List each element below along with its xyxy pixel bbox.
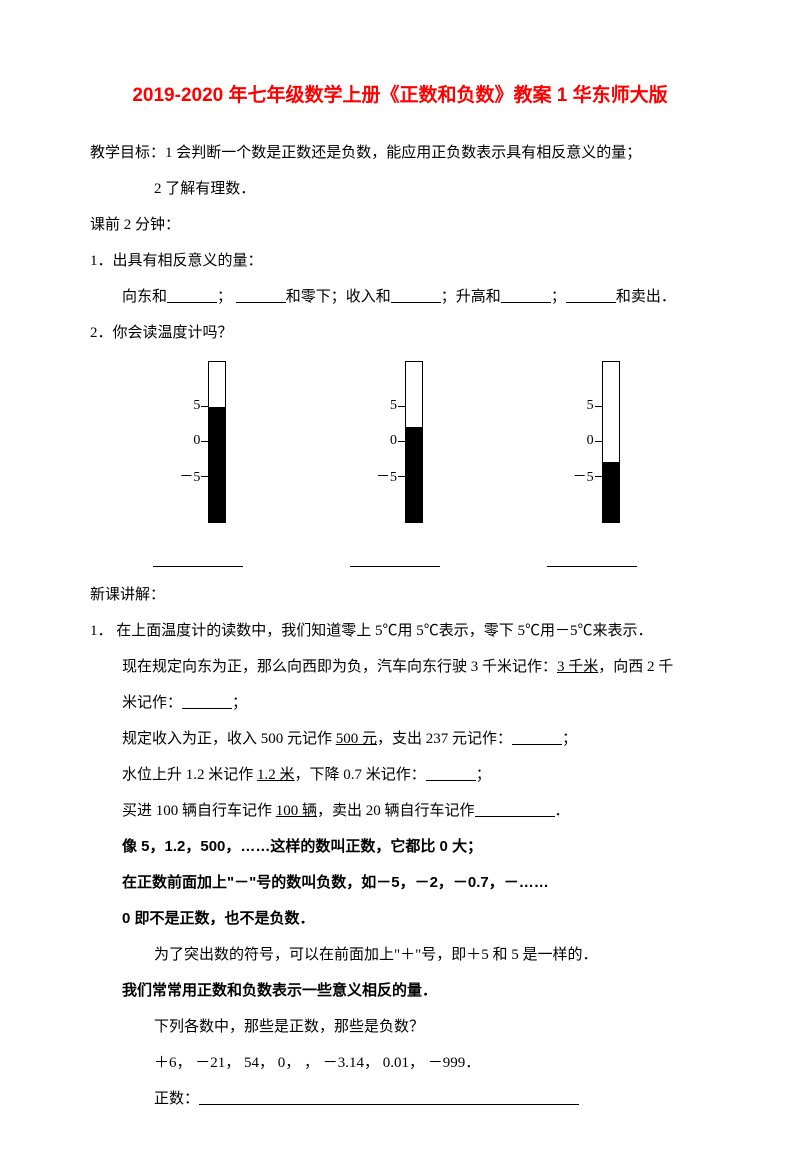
- s1l4c: ；: [562, 731, 577, 747]
- s1-line6: 买进 100 辆自行车记作 100 辆，卖出 20 辆自行车记作 ．: [90, 793, 710, 829]
- ex-pos-label: 正数：: [154, 1091, 199, 1107]
- thermometer-c: 5 0 －5: [547, 361, 637, 567]
- tick-label-0: 0: [390, 433, 397, 449]
- s1l5b: ，下降 0.7 米记作：: [295, 767, 426, 783]
- blank[interactable]: [236, 286, 286, 304]
- page-title: 2019-2020 年七年级数学上册《正数和负数》教案 1 华东师大版: [90, 80, 710, 107]
- tick: [201, 406, 208, 407]
- goal-line: 教学目标：1 会判断一个数是正数还是负数，能应用正负数表示具有相反意义的量；: [90, 135, 710, 171]
- thermo-fill: [406, 427, 422, 522]
- blank[interactable]: [199, 1087, 579, 1105]
- blank[interactable]: [350, 549, 440, 567]
- s1l3b: ；: [232, 695, 247, 711]
- ex-nums: ＋6， －21， 54， 0， ， －3.14， 0.01， －999．: [90, 1045, 710, 1081]
- def-negative: 在正数前面加上"－"号的数叫负数，如－5，－2，－0.7，－……: [90, 865, 710, 901]
- s1l5u: 1.2 米: [257, 767, 295, 783]
- s1-line3: 米记作： ；: [90, 685, 710, 721]
- tick: [201, 476, 208, 477]
- tick: [595, 406, 602, 407]
- blank[interactable]: [153, 549, 243, 567]
- s1l2a: 现在规定向东为正，那么向西即为负，汽车向东行驶 3 千米记作：: [122, 659, 557, 675]
- s1l4a: 规定收入为正，收入 500 元记作: [122, 731, 336, 747]
- thermometer-b: 5 0 －5: [350, 361, 440, 567]
- q1-a: 向东和: [122, 289, 167, 305]
- goal-label: 教学目标：: [90, 145, 165, 161]
- thermo-tube: [405, 361, 423, 523]
- tick-label-5: 5: [193, 398, 200, 414]
- q1-body: 向东和 ； 和零下；收入和 ；升高和 ； 和卖出．: [90, 279, 710, 315]
- s1l4b: ，支出 237 元记作：: [377, 731, 512, 747]
- s1-num: 1．: [90, 623, 113, 639]
- q1-f: 和卖出．: [616, 289, 676, 305]
- blank[interactable]: [167, 286, 217, 304]
- newlesson-label: 新课讲解：: [90, 577, 710, 613]
- tick-label-m5: －5: [376, 466, 397, 486]
- def-positive: 像 5，1.2，500，……这样的数叫正数，它都比 0 大；: [90, 829, 710, 865]
- blank[interactable]: [501, 286, 551, 304]
- tick-label-5: 5: [587, 398, 594, 414]
- blank[interactable]: [426, 763, 476, 781]
- blank[interactable]: [547, 549, 637, 567]
- s1l6a: 买进 100 辆自行车记作: [122, 803, 276, 819]
- q1-c: 和零下；收入和: [286, 289, 391, 305]
- q1-label: 1．出具有相反意义的量：: [90, 243, 710, 279]
- s1-line1: 1． 在上面温度计的读数中，我们知道零上 5℃用 5℃表示，零下 5℃用－5℃来…: [90, 613, 710, 649]
- s1l5a: 水位上升 1.2 米记作: [122, 767, 257, 783]
- tick: [201, 441, 208, 442]
- thermometer-a: 5 0 －5: [153, 361, 243, 567]
- blank[interactable]: [566, 286, 616, 304]
- goal2: 2 了解有理数．: [90, 171, 710, 207]
- def-zero: 0 即不是正数，也不是负数．: [90, 901, 710, 937]
- s1l3: 米记作：: [122, 695, 182, 711]
- s1-line2: 现在规定向东为正，那么向西即为负，汽车向东行驶 3 千米记作：3 千米，向西 2…: [90, 649, 710, 685]
- s1-line5: 水位上升 1.2 米记作 1.2 米，下降 0.7 米记作： ；: [90, 757, 710, 793]
- s1l2b: ，向西 2 千: [598, 659, 673, 675]
- tick: [398, 476, 405, 477]
- blank[interactable]: [182, 691, 232, 709]
- s1l4u: 500 元: [336, 731, 377, 747]
- q1-e: ；: [551, 289, 566, 305]
- s1-line4: 规定收入为正，收入 500 元记作 500 元，支出 237 元记作： ；: [90, 721, 710, 757]
- blank[interactable]: [512, 727, 562, 745]
- q2-label: 2．你会读温度计吗？: [90, 315, 710, 351]
- tick-label-m5: －5: [573, 466, 594, 486]
- tick-label-5: 5: [390, 398, 397, 414]
- s1l5c: ；: [476, 767, 491, 783]
- tick: [398, 441, 405, 442]
- s1l6u: 100 辆: [276, 803, 317, 819]
- thermo-tube: [208, 361, 226, 523]
- tick-label-m5: －5: [179, 466, 200, 486]
- tick-label-0: 0: [587, 433, 594, 449]
- blank[interactable]: [475, 799, 555, 817]
- tick-label-0: 0: [193, 433, 200, 449]
- thermometer-row: 5 0 －5 5 0 －5 5: [90, 361, 710, 567]
- tick: [595, 441, 602, 442]
- thermo-fill: [209, 407, 225, 522]
- plus-note: 为了突出数的符号，可以在前面加上"＋"号，即＋5 和 5 是一样的．: [90, 937, 710, 973]
- preclass-label: 课前 2 分钟：: [90, 207, 710, 243]
- ex-pos: 正数：: [90, 1081, 710, 1117]
- blank[interactable]: [391, 286, 441, 304]
- tick: [398, 406, 405, 407]
- q1-d: ；升高和: [441, 289, 501, 305]
- s1l1: 在上面温度计的读数中，我们知道零上 5℃用 5℃表示，零下 5℃用－5℃来表示．: [116, 623, 652, 639]
- thermo-tube: [602, 361, 620, 523]
- goal1: 1 会判断一个数是正数还是负数，能应用正负数表示具有相反意义的量；: [165, 145, 641, 161]
- tick: [595, 476, 602, 477]
- s1l6c: ．: [555, 803, 570, 819]
- ex-q: 下列各数中，那些是正数，那些是负数？: [90, 1009, 710, 1045]
- s1l6b: ，卖出 20 辆自行车记作: [317, 803, 475, 819]
- q1-b: ；: [217, 289, 232, 305]
- def-usage: 我们常常用正数和负数表示一些意义相反的量．: [90, 973, 710, 1009]
- s1l2u: 3 千米: [557, 659, 598, 675]
- thermo-fill: [603, 462, 619, 522]
